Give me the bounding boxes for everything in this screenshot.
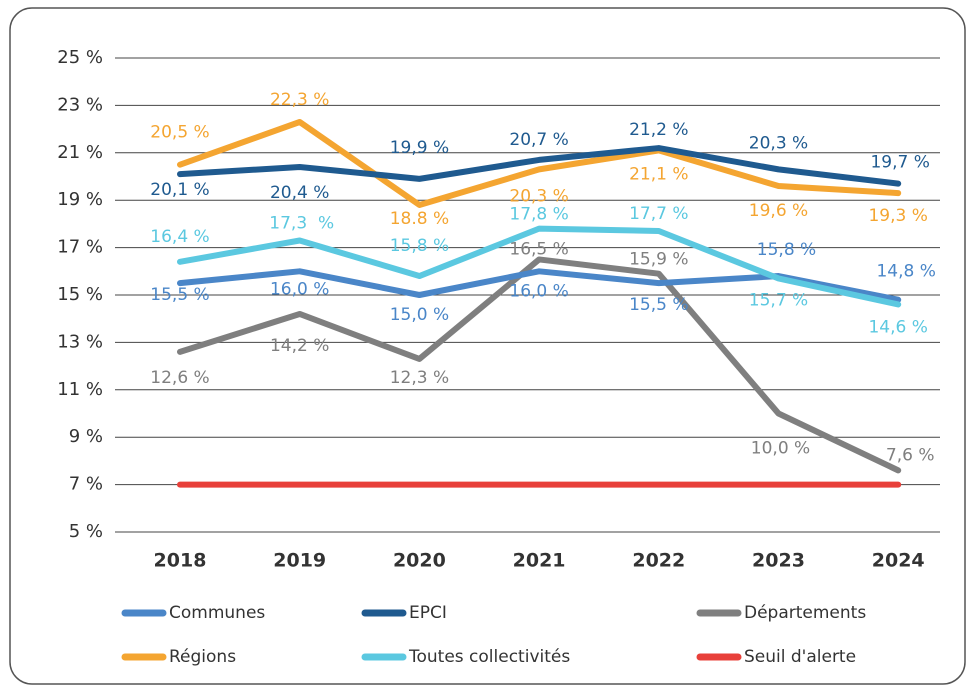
- y-tick-label: 13 %: [57, 331, 103, 352]
- value-label: 20,3 %: [749, 133, 808, 153]
- x-tick-label: 2018: [154, 550, 207, 572]
- value-label: 12,3 %: [390, 368, 449, 388]
- y-tick-label: 5 %: [69, 521, 103, 542]
- legend-label: Seuil d'alerte: [744, 647, 856, 667]
- y-tick-label: 21 %: [57, 142, 103, 163]
- legend-label: Toutes collectivités: [408, 647, 570, 667]
- legend-label: Communes: [169, 603, 265, 623]
- value-label: 14,6 %: [868, 317, 927, 337]
- value-label: 14,8 %: [876, 262, 935, 282]
- legend-label: EPCI: [409, 603, 447, 623]
- value-label: 21,2 %: [629, 120, 688, 140]
- value-label: 16,5 %: [509, 239, 568, 259]
- series-line: [177, 145, 902, 187]
- legend-label: Régions: [169, 647, 236, 667]
- value-label: 16,4 %: [150, 227, 209, 247]
- value-label: 15,9 %: [629, 250, 688, 270]
- value-label: 10,0 %: [751, 439, 810, 459]
- value-label: 20,4 %: [270, 183, 329, 203]
- value-label: 19,7 %: [870, 153, 929, 173]
- x-tick-label: 2021: [513, 550, 566, 572]
- y-tick-label: 11 %: [57, 379, 103, 400]
- frame: [9, 7, 966, 685]
- x-tick-label: 2022: [632, 550, 685, 572]
- value-label: 20,7 %: [509, 130, 568, 150]
- value-label: 19,3 %: [868, 206, 927, 226]
- value-label: 17,7 %: [629, 204, 688, 224]
- value-label: 16,0 %: [509, 281, 568, 301]
- value-label: 15,0 %: [390, 305, 449, 325]
- y-tick-label: 25 %: [57, 47, 103, 68]
- value-label: 15,5 %: [150, 285, 209, 305]
- value-label: 15,5 %: [629, 295, 688, 315]
- value-label: 21,1 %: [629, 164, 688, 184]
- value-label: 20,5 %: [150, 123, 209, 143]
- value-label: 20,3 %: [509, 186, 568, 206]
- value-label: 15,8 %: [757, 240, 816, 260]
- value-label: 15,8 %: [390, 236, 449, 256]
- value-label: 7,6 %: [886, 445, 935, 465]
- y-tick-label: 9 %: [69, 426, 103, 447]
- value-label: 19,6 %: [749, 201, 808, 221]
- x-tick-label: 2020: [393, 550, 446, 572]
- value-label: 22,3 %: [270, 90, 329, 110]
- legend-label: Départements: [744, 603, 866, 623]
- series-line: [177, 256, 902, 474]
- series-line: [177, 118, 902, 208]
- y-tick-label: 7 %: [69, 474, 103, 495]
- value-label: 19,9 %: [390, 138, 449, 158]
- y-tick-label: 17 %: [57, 237, 103, 258]
- y-tick-label: 19 %: [57, 189, 103, 210]
- y-tick-label: 15 %: [57, 284, 103, 305]
- value-label: 17,8 %: [509, 205, 568, 225]
- value-label: 16,0 %: [270, 279, 329, 299]
- series-line: [177, 225, 902, 308]
- y-tick-label: 23 %: [57, 94, 103, 115]
- value-label: 14,2 %: [270, 336, 329, 356]
- value-label: 20,1 %: [150, 180, 209, 200]
- x-tick-label: 2024: [872, 550, 925, 572]
- value-label: 18.8 %: [390, 209, 449, 229]
- value-label: 12,6 %: [150, 368, 209, 388]
- value-label: 15,7 %: [749, 290, 808, 310]
- x-tick-label: 2019: [273, 550, 326, 572]
- x-tick-label: 2023: [752, 550, 805, 572]
- value-label: 17,3 %: [269, 213, 334, 233]
